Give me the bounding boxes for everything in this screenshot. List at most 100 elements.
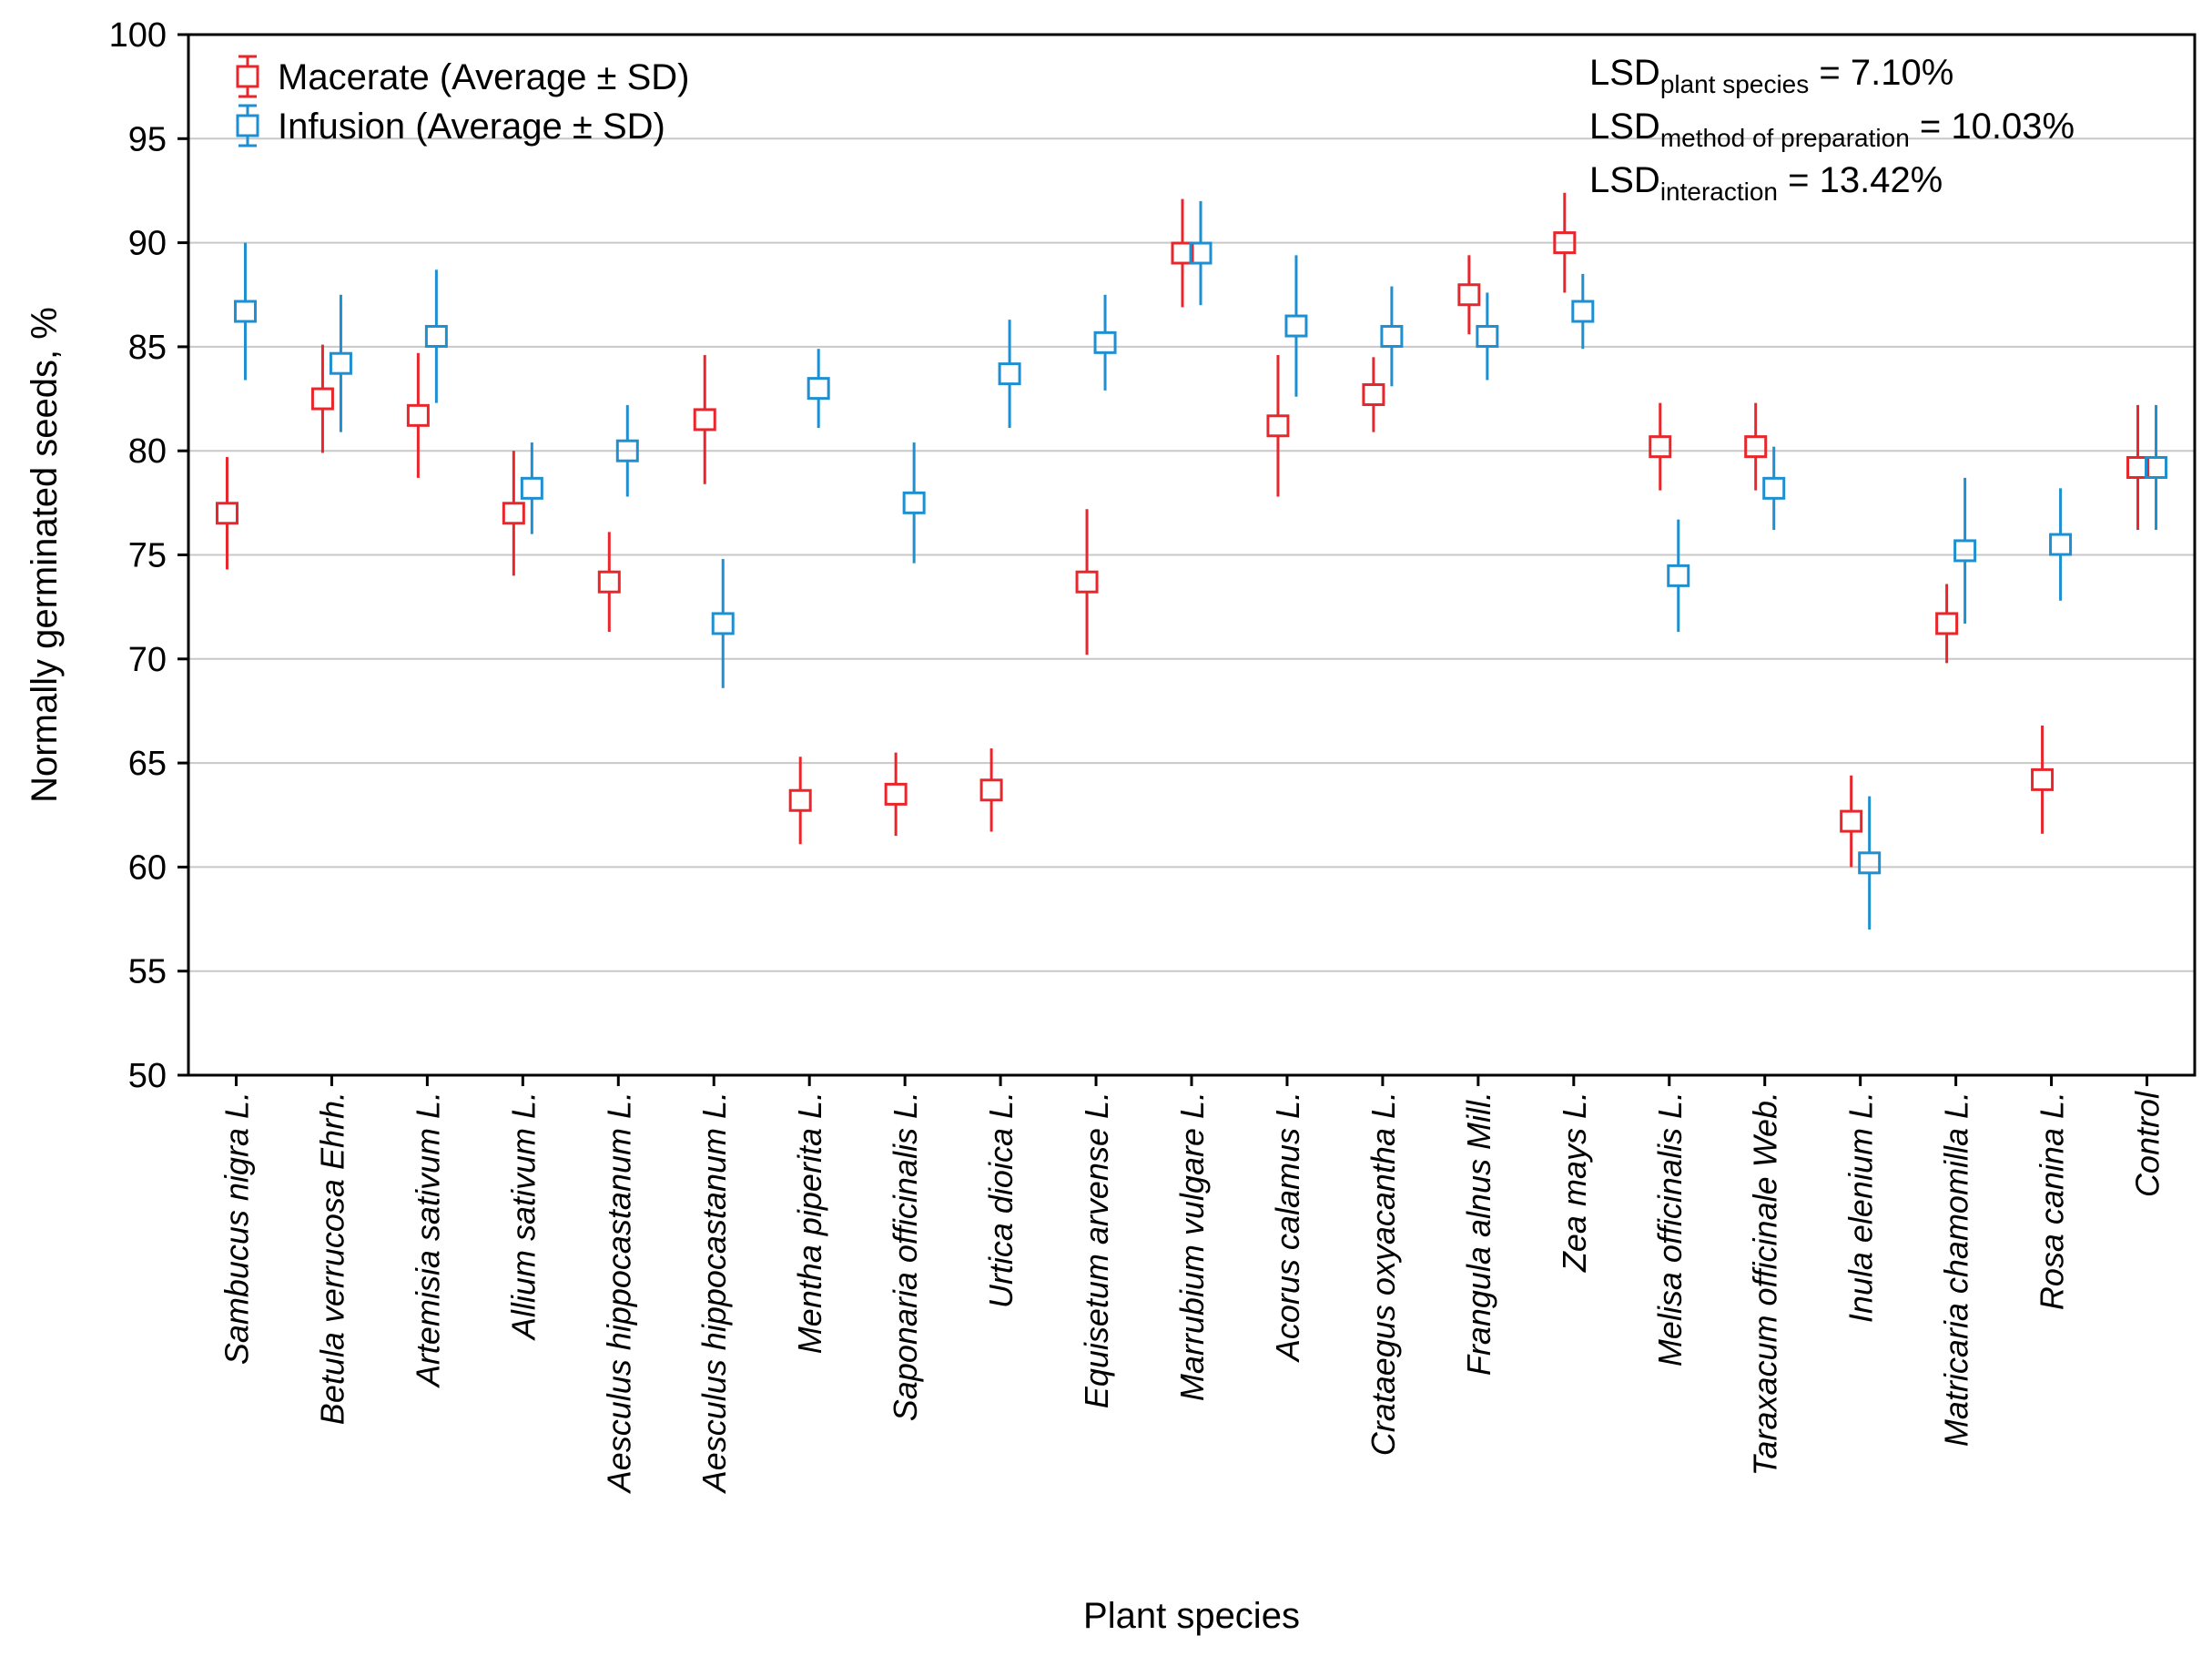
- x-tick-label: Zea mays L.: [1556, 1092, 1593, 1273]
- mean-marker: [615, 439, 639, 462]
- x-tick-label: Crataegus oxyacantha L.: [1365, 1092, 1402, 1456]
- mean-marker: [902, 491, 926, 514]
- macerate-point: [215, 457, 238, 570]
- mean-marker: [807, 377, 830, 401]
- mean-marker: [1935, 612, 1959, 635]
- x-tick-label: Aesculus hippocastanum L.: [600, 1092, 637, 1494]
- x-tick-label: Betula verrucosa Ehrh.: [313, 1092, 350, 1425]
- mean-marker: [2049, 533, 2073, 556]
- x-tick-label: Acorus calamus L.: [1269, 1092, 1306, 1363]
- macerate-point: [502, 451, 525, 576]
- mean-marker: [310, 387, 334, 411]
- macerate-point: [1649, 402, 1672, 491]
- x-tick-label: Aesculus hippocastanum L.: [695, 1092, 733, 1494]
- lsd-annotations: LSDplant species = 7.10% LSDmethod of pr…: [1589, 53, 2075, 206]
- mean-marker: [1075, 570, 1099, 594]
- infusion-point: [711, 559, 735, 688]
- legend-macerate-label: Macerate (Average ± SD): [278, 57, 690, 97]
- macerate-point: [1171, 198, 1194, 308]
- x-tick-label: Equisetum arvense L.: [1078, 1092, 1115, 1408]
- infusion-point: [807, 349, 830, 429]
- x-tick-label: Taraxacum officinale Web.: [1747, 1092, 1784, 1476]
- x-tick-label: Urtica dioica L.: [982, 1092, 1020, 1308]
- lsd-plant-species: LSDplant species = 7.10%: [1589, 53, 1953, 98]
- macerate-point: [979, 748, 1003, 832]
- mean-marker: [1476, 324, 1499, 348]
- y-tick-label: 70: [128, 641, 167, 679]
- macerate-point: [1840, 775, 1863, 868]
- lsd-interaction: LSDinteraction = 13.42%: [1589, 160, 1943, 206]
- y-tick-label: 55: [128, 953, 167, 991]
- macerate-point: [310, 344, 334, 453]
- infusion-point: [1284, 255, 1308, 397]
- x-tick-label: Matricaria chamomilla L.: [1938, 1092, 1975, 1447]
- macerate-point: [884, 752, 908, 837]
- mean-marker: [424, 324, 448, 348]
- mean-marker: [1762, 476, 1786, 500]
- macerate-point: [2031, 725, 2055, 834]
- infusion-point: [329, 294, 352, 432]
- mean-marker: [979, 778, 1003, 802]
- macerate-point: [597, 532, 621, 633]
- macerate-point: [693, 355, 716, 484]
- x-tick-label: Control: [2129, 1091, 2166, 1197]
- macerate-point: [1744, 402, 1768, 491]
- mean-marker: [406, 403, 430, 427]
- mean-marker: [1649, 435, 1672, 459]
- macerate-point: [1362, 357, 1385, 432]
- y-tick-label: 90: [128, 225, 167, 263]
- infusion-point: [1953, 477, 1977, 624]
- mean-marker: [1553, 231, 1577, 255]
- infusion-point: [902, 442, 926, 564]
- mean-marker: [693, 408, 716, 432]
- y-tick-label: 75: [128, 537, 167, 575]
- mean-marker: [1266, 414, 1290, 438]
- y-tick-label: 85: [128, 329, 167, 367]
- macerate-point: [1935, 584, 1959, 664]
- y-tick-label: 95: [128, 120, 167, 158]
- infusion-point: [998, 320, 1021, 429]
- macerate-point: [788, 757, 812, 845]
- x-tick-label: Sambucus nigra L.: [218, 1092, 255, 1365]
- x-tick-label: Saponaria officinalis L.: [887, 1092, 924, 1421]
- mean-marker: [1457, 283, 1481, 307]
- infusion-point: [1189, 200, 1213, 306]
- y-tick-label: 60: [128, 848, 167, 887]
- mean-marker: [1093, 330, 1117, 354]
- y-axis: 50 55 60 65 70 75 80 85 90 95 100: [109, 16, 188, 1095]
- legend-macerate-marker: [236, 55, 259, 98]
- series-layer: [215, 192, 2168, 930]
- x-axis: Sambucus nigra L. Betula verrucosa Ehrh. A…: [218, 1075, 2166, 1494]
- x-tick-label: Rosa canina L.: [2034, 1092, 2071, 1310]
- mean-marker: [2031, 767, 2055, 791]
- y-axis-title: Normally germinated seeds, %: [25, 307, 65, 803]
- x-axis-title: Plant species: [1083, 1596, 1300, 1636]
- mean-marker: [1667, 564, 1690, 587]
- infusion-point: [1762, 446, 1786, 531]
- mean-marker: [711, 612, 735, 635]
- mean-marker: [2126, 455, 2150, 479]
- macerate-point: [2126, 404, 2150, 531]
- mean-marker: [1953, 539, 1977, 563]
- y-tick-label: 50: [128, 1057, 167, 1095]
- infusion-point: [1093, 294, 1117, 391]
- macerate-point: [1553, 192, 1577, 293]
- mean-marker: [1380, 324, 1404, 348]
- x-tick-label: Artemisia sativum L.: [409, 1092, 446, 1388]
- y-tick-label: 80: [128, 432, 167, 471]
- mean-marker: [1858, 851, 1882, 875]
- mean-marker: [2145, 455, 2168, 479]
- mean-marker: [1744, 435, 1768, 459]
- infusion-point: [233, 242, 257, 381]
- x-tick-label: Melisa officinalis L.: [1651, 1092, 1689, 1366]
- macerate-point: [1457, 255, 1481, 335]
- infusion-point: [1571, 273, 1595, 350]
- mean-marker: [788, 788, 812, 812]
- legend-infusion-label: Infusion (Average ± SD): [278, 107, 665, 147]
- grid-layer: [188, 137, 2195, 972]
- y-tick-label: 65: [128, 745, 167, 783]
- mean-marker: [1362, 382, 1385, 406]
- infusion-point: [1667, 519, 1690, 633]
- lsd-method-of-preparation: LSDmethod of preparation = 10.03%: [1589, 107, 2075, 152]
